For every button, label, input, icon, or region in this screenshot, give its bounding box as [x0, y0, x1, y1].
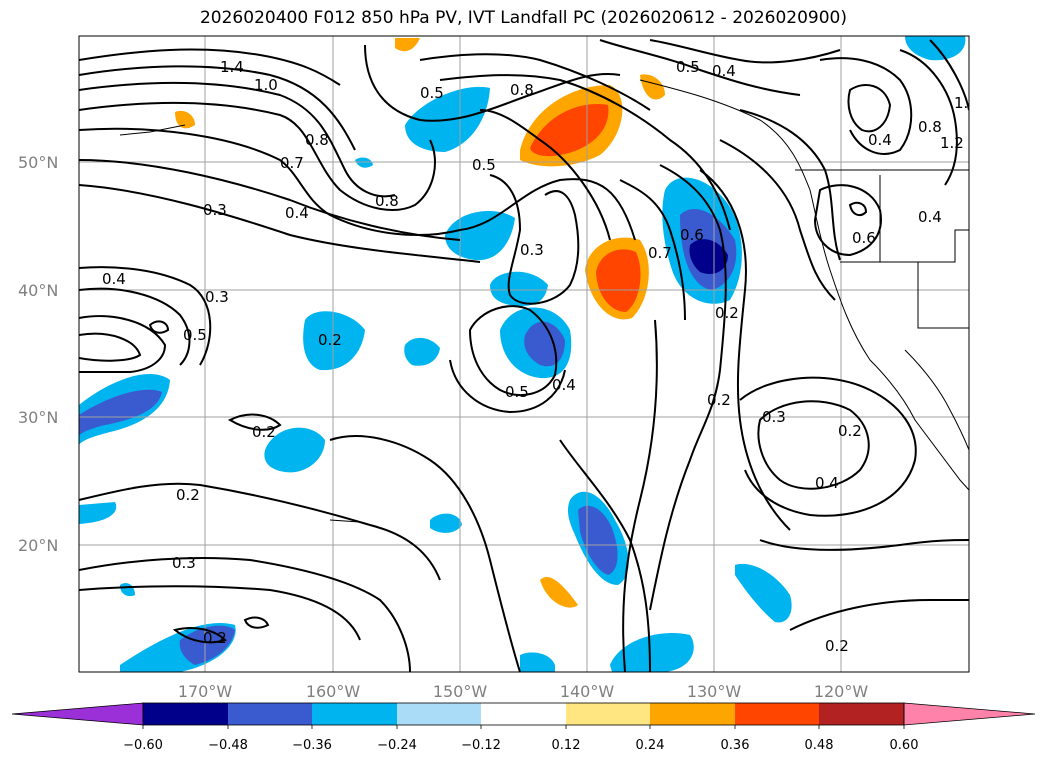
contour-label: 0.2 [318, 331, 342, 349]
colorbar-tick-label: 0.36 [721, 738, 750, 753]
lon-label: 170°W [178, 682, 233, 701]
colorbar-tick-label: −0.60 [123, 738, 163, 753]
contour-label: 0.4 [712, 62, 736, 80]
lat-label: 50°N [18, 153, 58, 172]
anomaly-negative-13 [735, 563, 792, 623]
colorbar-extend-low [11, 702, 144, 726]
anomaly-negative-11-core [578, 505, 618, 575]
colorbar-segment [481, 703, 566, 725]
contour-label: 0.6 [852, 229, 876, 247]
contour-label: 0.7 [280, 154, 304, 172]
map-title: 2026020400 F012 850 hPa PV, IVT Landfall… [199, 8, 847, 28]
lat-label: 20°N [18, 536, 58, 555]
contour-label: 0.4 [868, 131, 892, 149]
contour-label: 0.3 [172, 554, 196, 572]
anomaly-positive-center-core [596, 249, 641, 312]
anomaly-negative-6 [303, 311, 365, 371]
colorbar-segment [228, 703, 312, 725]
anomaly-negative-16 [520, 652, 555, 672]
contour-label: 0.3 [203, 201, 227, 219]
contour-label: 0.4 [815, 474, 839, 492]
longitude-labels: 170°W 160°W 150°W 140°W 130°W 120°W [178, 682, 869, 701]
colorbar-segment [566, 703, 650, 725]
anomaly-negative-4-core [524, 321, 565, 367]
contour-label: 0.2 [252, 423, 276, 441]
anomaly-negative-15 [430, 513, 462, 533]
contour-labels: 1.4 1.0 0.5 0.8 0.5 0.4 0.8 0.7 0.5 0.8 … [102, 58, 978, 655]
lon-label: 120°W [814, 682, 869, 701]
anomaly-negative-7 [404, 337, 440, 366]
contour-label: 0.5 [472, 156, 496, 174]
anomaly-negative-12 [610, 633, 694, 672]
contour-label: 0.8 [305, 131, 329, 149]
anomaly-positive-small [175, 110, 195, 129]
colorbar-segment [819, 703, 904, 725]
contour-label: 0.3 [205, 288, 229, 306]
anomaly-negative-10 [79, 502, 117, 524]
contour-label: 1.4 [220, 58, 244, 76]
contour-label: 0.3 [762, 408, 786, 426]
lon-label: 150°W [433, 682, 488, 701]
contour-label: 0.7 [648, 244, 672, 262]
lon-label: 140°W [560, 682, 615, 701]
lat-label: 30°N [18, 408, 58, 427]
anomaly-negative-18 [355, 157, 373, 168]
contour-label: 0.8 [918, 118, 942, 136]
latitude-labels: 50°N 40°N 30°N 20°N [18, 153, 58, 555]
contour-label: 0.8 [375, 192, 399, 210]
contour-label: 0.2 [176, 486, 200, 504]
shaded-anomalies [79, 36, 966, 672]
contour-label: 0.5 [420, 84, 444, 102]
lon-label: 160°W [306, 682, 361, 701]
lon-label: 130°W [687, 682, 742, 701]
contour-label: 0.8 [510, 81, 534, 99]
colorbar-tick-label: 0.24 [636, 738, 665, 753]
contour-label: 0.4 [285, 204, 309, 222]
anomaly-positive-alaska [640, 74, 665, 100]
contour-label: 0.5 [676, 58, 700, 76]
lat-label: 40°N [18, 281, 58, 300]
contour-label: 1.0 [254, 76, 278, 94]
colorbar-segment [650, 703, 735, 725]
colorbar-tick-label: 0.48 [805, 738, 834, 753]
anomaly-negative-5-core [689, 239, 728, 275]
contour-label: 0.2 [715, 304, 739, 322]
contour-label: 0.6 [680, 226, 704, 244]
anomaly-negative-9-core [79, 389, 162, 435]
contour-label: 1.0 [954, 94, 978, 112]
contour-label: 0.4 [102, 270, 126, 288]
colorbar-tick-label: −0.48 [208, 738, 248, 753]
contour-label: 1.2 [940, 134, 964, 152]
colorbar-segment [735, 703, 819, 725]
anomaly-positive-gulf-core [530, 104, 609, 157]
contour-label: 0.5 [505, 383, 529, 401]
anomaly-positive-top [395, 38, 420, 52]
contour-label: 0.5 [183, 326, 207, 344]
contour-label: 0.2 [203, 629, 227, 647]
contour-label: 0.2 [838, 422, 862, 440]
colorbar-segment [397, 703, 481, 725]
contour-label: 0.2 [707, 391, 731, 409]
colorbar-tick-label: −0.36 [292, 738, 332, 753]
colorbar-extend-high [903, 702, 1036, 726]
contour-label: 0.3 [520, 241, 544, 259]
pv-contours [79, 39, 969, 672]
colorbar: −0.60 −0.48 −0.36 −0.24 −0.12 0.12 0.24 … [11, 702, 1036, 753]
colorbar-segment [143, 703, 228, 725]
contour-label: 0.2 [825, 637, 849, 655]
colorbar-tick-label: 0.60 [890, 738, 919, 753]
anomaly-negative-2 [445, 211, 515, 261]
colorbar-tick-label: −0.12 [461, 738, 501, 753]
colorbar-tick-label: −0.24 [377, 738, 417, 753]
anomaly-negative-8 [264, 427, 325, 473]
colorbar-tick-label: 0.12 [552, 738, 581, 753]
contour-label: 0.4 [918, 208, 942, 226]
colorbar-segment [312, 703, 397, 725]
anomaly-negative-17 [905, 36, 966, 61]
map-frame [78, 35, 970, 673]
anomaly-negative-3 [490, 271, 548, 306]
anomaly-positive-south [540, 577, 578, 608]
contour-label: 0.4 [552, 376, 576, 394]
